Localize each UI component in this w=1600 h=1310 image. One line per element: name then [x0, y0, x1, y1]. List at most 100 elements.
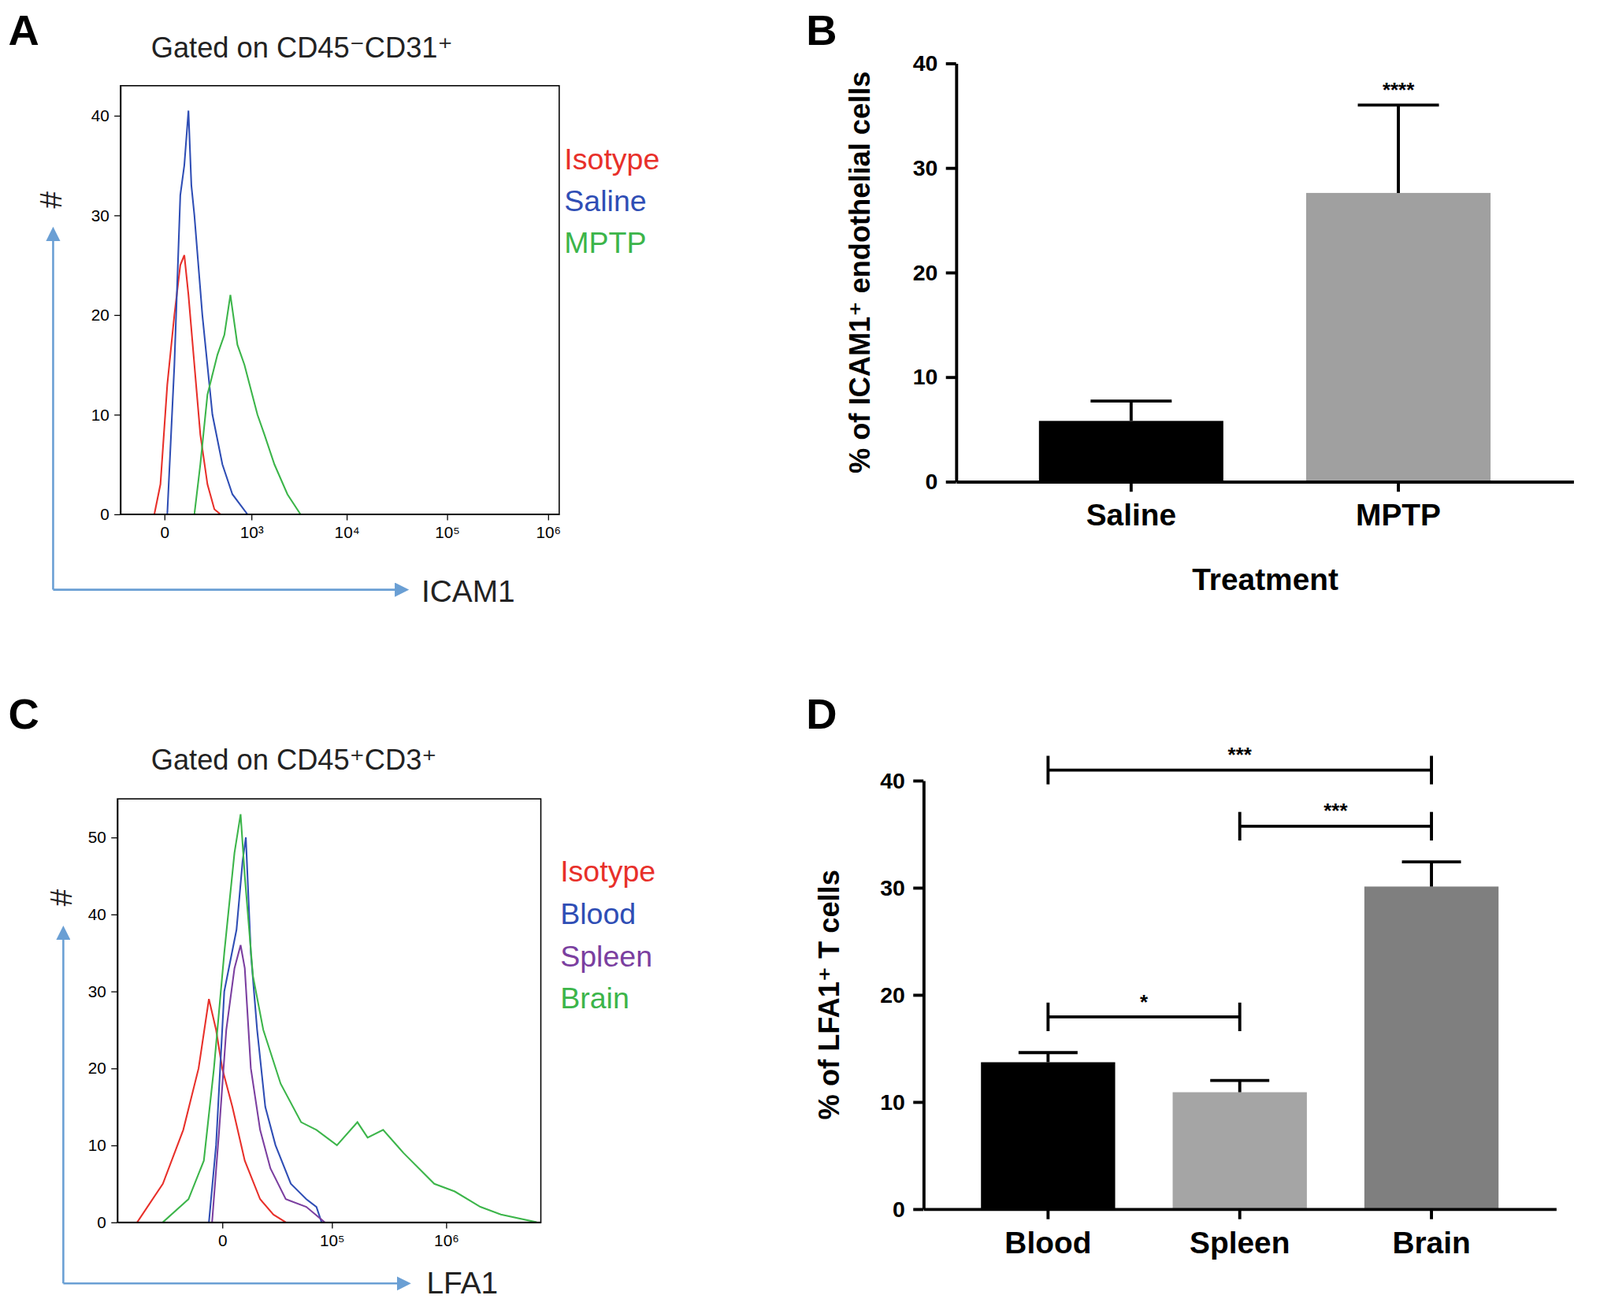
y-axis-tick: 50	[88, 827, 118, 847]
x-axis-tick-mark	[445, 1222, 447, 1229]
x-axis-tick: Spleen	[1189, 1209, 1290, 1260]
x-axis-tick: Brain	[1392, 1209, 1471, 1260]
x-axis-tick: Blood	[1004, 1209, 1092, 1260]
y-axis-tick-label: 30	[879, 875, 906, 901]
x-axis-tick: 0	[160, 514, 171, 542]
y-axis-tick-mark	[111, 914, 118, 916]
y-axis-tick-label: 30	[91, 206, 110, 225]
x-axis-tick: 0	[218, 1222, 228, 1250]
y-axis-tick: 0	[100, 504, 121, 524]
significance-bracket: ***	[1239, 799, 1432, 840]
y-axis-tick-mark	[946, 375, 957, 379]
histogram-line	[194, 294, 301, 514]
x-axis-arrow	[52, 588, 406, 591]
y-axis-tick-label: 40	[879, 768, 906, 794]
figure: 010³10⁴10⁵10⁶010203040Gated on CD45⁻CD31…	[0, 0, 1600, 1310]
y-axis: 0 10 20 30 40	[913, 50, 958, 494]
x-axis: Saline MPTP	[956, 481, 1575, 532]
y-axis-tick: 40	[88, 905, 118, 924]
y-axis-arrow	[51, 229, 55, 590]
y-axis-tick-label: 20	[879, 982, 906, 1008]
bar	[1173, 1092, 1307, 1210]
error-bar-stem	[1396, 104, 1400, 194]
x-axis-tick: 10⁴	[334, 514, 361, 542]
x-axis-tick-label: 0	[160, 523, 171, 542]
error-bar-cap	[1358, 103, 1440, 107]
y-axis-tick-label: 20	[91, 305, 110, 324]
panel-label: D	[805, 690, 837, 739]
legend-entry: MPTP	[564, 226, 646, 260]
x-axis-tick: Saline	[1086, 481, 1177, 532]
histogram-line	[211, 945, 325, 1223]
x-axis-tick: MPTP	[1355, 481, 1441, 532]
y-axis-tick-mark	[946, 167, 957, 171]
x-axis-arrow	[63, 1282, 409, 1285]
y-axis-tick-label: 10	[88, 1135, 107, 1155]
x-axis-tick-mark	[548, 514, 550, 521]
y-axis-title: #	[33, 191, 68, 209]
bar	[1364, 886, 1499, 1209]
y-axis-tick-mark	[111, 991, 118, 992]
significance-label: ****	[1382, 78, 1415, 101]
y-axis-tick-mark	[946, 62, 957, 66]
x-axis-tick-mark	[164, 514, 166, 521]
y-axis-tick-label: 40	[91, 106, 110, 125]
legend-entry: Spleen	[560, 939, 653, 973]
y-axis-tick: 30	[879, 875, 924, 901]
x-axis-tick-label: MPTP	[1355, 497, 1441, 532]
y-axis-tick-label: 10	[91, 405, 110, 424]
y-axis-tick-mark	[111, 1145, 118, 1147]
bracket-line	[1239, 824, 1432, 828]
x-axis: 010⁵10⁶	[118, 1222, 542, 1250]
x-axis-tick-mark	[222, 1222, 223, 1229]
y-axis-tick: 10	[879, 1089, 924, 1115]
x-axis-title: Treatment	[1191, 562, 1339, 597]
y-axis-tick-mark	[913, 1207, 924, 1211]
y-axis-tick-label: 30	[913, 155, 939, 181]
legend-entry: Blood	[560, 897, 636, 931]
x-axis-tick-label: 10⁶	[434, 1231, 460, 1250]
y-axis-tick: 0	[925, 468, 957, 494]
x-axis-tick-mark	[1046, 1209, 1050, 1220]
significance-label: *	[1139, 991, 1149, 1014]
panel-label: C	[7, 690, 39, 739]
y-axis-tick-mark	[114, 514, 121, 516]
panel-label: A	[7, 6, 39, 55]
legend-entry: Isotype	[560, 854, 656, 888]
y-axis: 0 10 20 30 40	[879, 768, 925, 1222]
legend-entry: Brain	[560, 981, 630, 1015]
y-axis-title: % of ICAM1⁺ endothelial cells	[843, 70, 877, 474]
y-axis-tick: 0	[892, 1196, 924, 1222]
bracket-end	[1429, 812, 1433, 841]
y-axis-tick-mark	[913, 993, 924, 997]
error-bar-stem	[1238, 1080, 1242, 1093]
x-axis-tick: 10³	[240, 514, 264, 542]
x-axis-tick-mark	[1238, 1209, 1242, 1220]
plot-area	[1039, 104, 1491, 482]
y-axis-tick: 30	[913, 155, 957, 181]
panel-label: B	[805, 6, 837, 55]
error-bar-cap	[1402, 860, 1462, 864]
bar	[980, 1061, 1115, 1209]
error-bar-cap	[1090, 399, 1172, 403]
x-axis-title: LFA1	[426, 1265, 498, 1300]
y-axis-tick: 20	[879, 982, 924, 1008]
y-axis-tick-label: 20	[913, 259, 939, 286]
y-axis-tick-mark	[946, 480, 957, 484]
significance-label: ***	[1323, 799, 1348, 822]
y-axis-tick: 40	[913, 50, 957, 76]
y-axis-tick-label: 40	[88, 905, 107, 924]
y-axis-tick-mark	[111, 1068, 118, 1070]
y-axis-tick-label: 10	[913, 363, 939, 390]
y-axis-arrow	[62, 928, 65, 1285]
x-axis-tick-label: Spleen	[1189, 1225, 1290, 1260]
y-axis-tick-mark	[913, 887, 924, 891]
x-axis-line	[956, 480, 1575, 484]
x-axis: Blood Spleen Brain	[924, 1209, 1557, 1260]
bar	[1306, 193, 1491, 482]
bar	[1039, 420, 1224, 482]
x-axis-tick-mark	[1129, 481, 1133, 492]
plot-frame	[120, 85, 560, 515]
y-axis-tick: 20	[913, 259, 957, 286]
x-axis-tick-label: 10³	[240, 523, 264, 542]
